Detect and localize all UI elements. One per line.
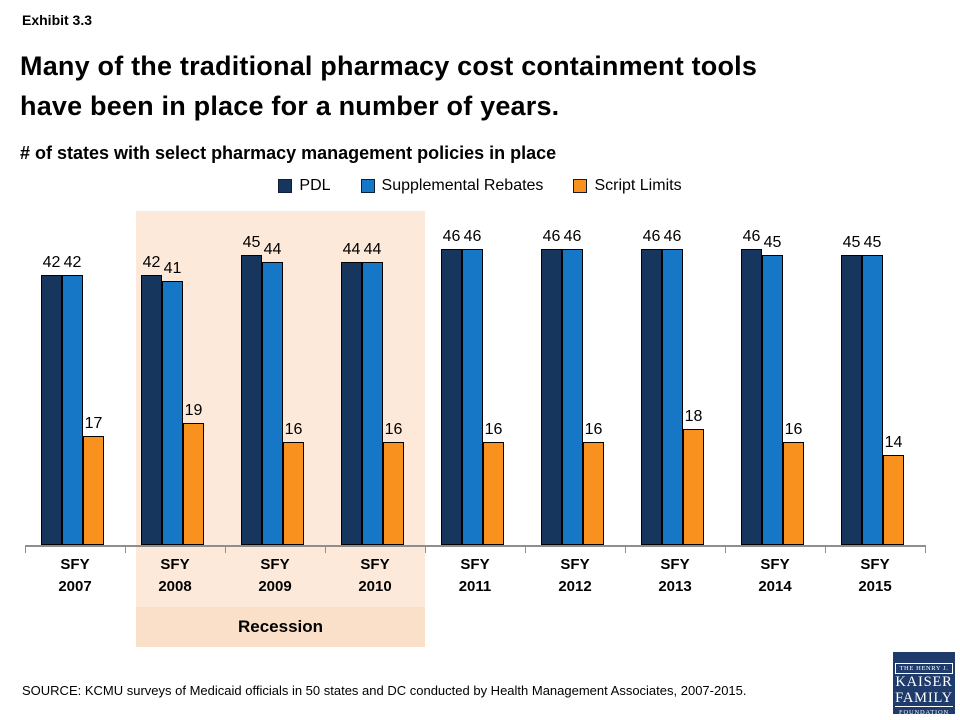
bar-supplemental-rebates-sfy-2011: [462, 249, 483, 545]
bar-script-limits-sfy-2015: [883, 455, 904, 545]
legend-item-supplemental-rebates: Supplemental Rebates: [360, 177, 544, 195]
title-line-2: have been in place for a number of years…: [20, 91, 560, 121]
axis-tick: [925, 545, 926, 553]
recession-label-strip: Recession: [136, 607, 425, 647]
chart-subtitle: # of states with select pharmacy managem…: [20, 143, 557, 163]
bar-supplemental-rebates-sfy-2009: [262, 262, 283, 545]
logo-text-foundation: FOUNDATION: [899, 709, 949, 716]
axis-tick: [525, 545, 526, 553]
bar-value-label: 46: [642, 228, 661, 245]
bar-pdl-sfy-2008: [141, 275, 162, 545]
bar-value-label: 19: [184, 402, 203, 419]
bar-supplemental-rebates-sfy-2010: [362, 262, 383, 545]
bar-script-limits-sfy-2012: [583, 442, 604, 545]
source-note: SOURCE: KCMU surveys of Medicaid officia…: [22, 683, 747, 698]
x-axis-label-2015: SFY 2015: [858, 556, 892, 595]
logo-text-top: THE HENRY J.: [895, 663, 953, 674]
bar-value-label: 42: [42, 254, 61, 271]
bar-value-label: 42: [142, 254, 161, 271]
logo-text-kaiser: KAISER: [895, 674, 953, 690]
axis-tick: [125, 545, 126, 553]
bar-value-label: 42: [63, 254, 82, 271]
x-axis-label-2014: SFY 2014: [758, 556, 792, 595]
legend-label: Script Limits: [594, 177, 682, 194]
bar-value-label: 18: [684, 408, 703, 425]
exhibit-number: Exhibit 3.3: [22, 12, 93, 28]
bar-value-label: 46: [563, 228, 582, 245]
legend-label: PDL: [299, 177, 331, 194]
legend-swatch-icon: [573, 179, 588, 193]
bar-script-limits-sfy-2009: [283, 442, 304, 545]
page-title: Many of the traditional pharmacy cost co…: [20, 46, 757, 126]
bar-script-limits-sfy-2013: [683, 429, 704, 545]
bar-value-label: 46: [442, 228, 461, 245]
bar-pdl-sfy-2012: [541, 249, 562, 545]
bar-value-label: 46: [742, 228, 761, 245]
bar-value-label: 16: [584, 421, 603, 438]
x-axis-label-2010: SFY 2010: [358, 556, 392, 595]
bar-value-label: 16: [284, 421, 303, 438]
bar-supplemental-rebates-sfy-2007: [62, 275, 83, 545]
plot-area: 42 42 17 42 41 19 45 44 16 44 44 16 46 46 16 46 46 16 46 46…: [25, 205, 926, 545]
axis-tick: [825, 545, 826, 553]
bar-pdl-sfy-2013: [641, 249, 662, 545]
legend-item-pdl: PDL: [278, 177, 331, 195]
x-axis-label-2011: SFY 2011: [458, 556, 492, 595]
bar-supplemental-rebates-sfy-2014: [762, 255, 783, 545]
bar-value-label: 44: [363, 241, 382, 258]
logo-text-family: FAMILY: [895, 690, 953, 707]
bar-value-label: 44: [342, 241, 361, 258]
axis-tick: [325, 545, 326, 553]
bar-value-label: 16: [484, 421, 503, 438]
x-axis-label-2013: SFY 2013: [658, 556, 692, 595]
x-axis-label-2012: SFY 2012: [558, 556, 592, 595]
bar-value-label: 46: [463, 228, 482, 245]
bar-supplemental-rebates-sfy-2008: [162, 281, 183, 545]
bar-value-label: 14: [884, 434, 903, 451]
bar-value-label: 46: [663, 228, 682, 245]
bar-supplemental-rebates-sfy-2013: [662, 249, 683, 545]
bar-supplemental-rebates-sfy-2015: [862, 255, 883, 545]
bar-value-label: 46: [542, 228, 561, 245]
axis-tick: [25, 545, 26, 553]
x-axis-label-2008: SFY 2008: [158, 556, 192, 595]
x-axis-label-2007: SFY 2007: [58, 556, 92, 595]
bar-value-label: 16: [784, 421, 803, 438]
recession-label: Recession: [237, 617, 324, 636]
bar-script-limits-sfy-2007: [83, 436, 104, 545]
bar-value-label: 45: [842, 234, 861, 251]
axis-tick: [725, 545, 726, 553]
bar-pdl-sfy-2015: [841, 255, 862, 545]
bar-pdl-sfy-2009: [241, 255, 262, 545]
title-line-1: Many of the traditional pharmacy cost co…: [20, 51, 758, 81]
legend-item-script-limits: Script Limits: [573, 177, 682, 195]
axis-tick: [425, 545, 426, 553]
legend-swatch-icon: [278, 179, 293, 193]
x-axis-label-2009: SFY 2009: [258, 556, 292, 595]
bar-value-label: 45: [242, 234, 261, 251]
bar-script-limits-sfy-2010: [383, 442, 404, 545]
bar-script-limits-sfy-2011: [483, 442, 504, 545]
bar-value-label: 44: [263, 241, 282, 258]
bar-pdl-sfy-2007: [41, 275, 62, 545]
bar-pdl-sfy-2010: [341, 262, 362, 545]
bar-value-label: 41: [163, 260, 182, 277]
bar-script-limits-sfy-2008: [183, 423, 204, 545]
bar-supplemental-rebates-sfy-2012: [562, 249, 583, 545]
x-axis-line: [25, 545, 926, 547]
bar-script-limits-sfy-2014: [783, 442, 804, 545]
chart-legend: PDL Supplemental Rebates Script Limits: [0, 177, 960, 195]
bar-pdl-sfy-2011: [441, 249, 462, 545]
bar-value-label: 17: [84, 415, 103, 432]
bar-value-label: 16: [384, 421, 403, 438]
kaiser-family-foundation-logo: THE HENRY J. KAISER FAMILY FOUNDATION: [893, 652, 955, 716]
legend-swatch-icon: [360, 179, 375, 193]
axis-tick: [625, 545, 626, 553]
axis-tick: [225, 545, 226, 553]
legend-label: Supplemental Rebates: [381, 177, 544, 194]
bar-pdl-sfy-2014: [741, 249, 762, 545]
bar-value-label: 45: [763, 234, 782, 251]
bar-value-label: 45: [863, 234, 882, 251]
